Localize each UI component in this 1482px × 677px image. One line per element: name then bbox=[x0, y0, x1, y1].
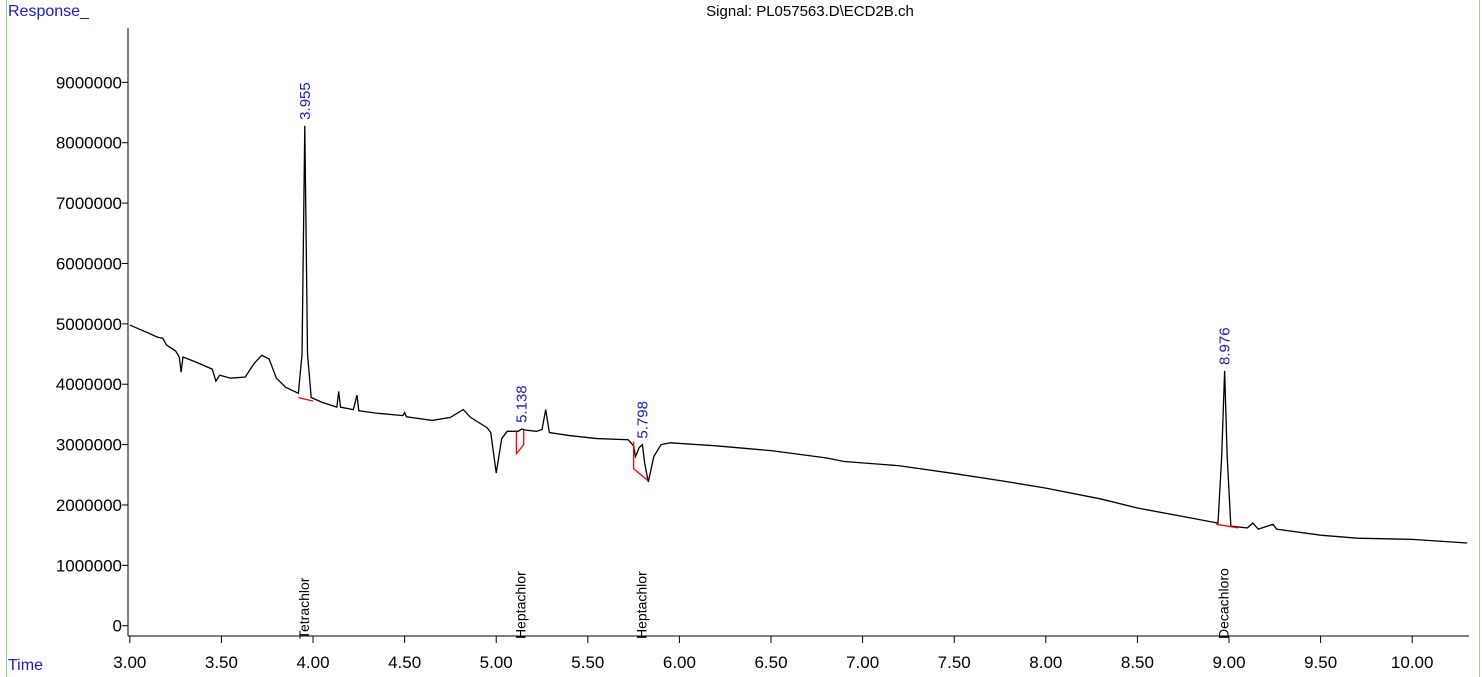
peak-retention-time: 5.798 bbox=[634, 401, 651, 439]
peak-retention-time: 8.976 bbox=[1217, 327, 1234, 365]
chart-title: Signal: PL057563.D\ECD2B.ch bbox=[706, 3, 914, 20]
y-tick-label: 8000000 bbox=[56, 134, 122, 153]
peak-compound-name: Tetrachlor bbox=[296, 577, 312, 639]
x-tick-label: 8.50 bbox=[1121, 653, 1154, 672]
signal-trace bbox=[129, 125, 1468, 544]
y-tick-label: 2000000 bbox=[56, 496, 122, 515]
signal-trace bbox=[298, 396, 1239, 529]
x-tick-label: 10.00 bbox=[1391, 653, 1434, 672]
x-tick-label: 9.50 bbox=[1304, 653, 1337, 672]
x-tick-label: 3.50 bbox=[205, 653, 238, 672]
y-tick-label: 1000000 bbox=[56, 556, 122, 575]
x-tick-label: 6.50 bbox=[754, 653, 787, 672]
x-tick-label: 4.50 bbox=[388, 653, 421, 672]
y-tick-label: 4000000 bbox=[56, 375, 122, 394]
y-axis-label: Response_ bbox=[8, 3, 90, 20]
y-tick-label: 5000000 bbox=[56, 315, 122, 334]
peak-retention-time: 3.955 bbox=[297, 82, 314, 120]
y-tick-label: 3000000 bbox=[56, 436, 122, 455]
peak-compound-name: Heptachlor bbox=[633, 571, 649, 639]
y-tick-label: 9000000 bbox=[56, 73, 122, 92]
peak-compound-name: Decachloro bbox=[1216, 568, 1232, 639]
y-tick-label: 0 bbox=[113, 617, 122, 636]
peak-retention-time: 5.138 bbox=[514, 385, 531, 423]
x-tick-label: 7.00 bbox=[846, 653, 879, 672]
y-tick-label: 6000000 bbox=[56, 254, 122, 273]
peak-compound-name: Heptachlor bbox=[513, 571, 529, 639]
x-tick-label: 7.50 bbox=[938, 653, 971, 672]
x-tick-label: 3.00 bbox=[113, 653, 146, 672]
x-axis-label: Time bbox=[8, 657, 43, 674]
x-tick-label: 4.00 bbox=[296, 653, 329, 672]
x-tick-label: 9.00 bbox=[1212, 653, 1245, 672]
x-tick-label: 5.00 bbox=[480, 653, 513, 672]
y-tick-label: 7000000 bbox=[56, 194, 122, 213]
x-tick-label: 8.00 bbox=[1029, 653, 1062, 672]
x-tick-label: 6.00 bbox=[663, 653, 696, 672]
x-tick-label: 5.50 bbox=[571, 653, 604, 672]
